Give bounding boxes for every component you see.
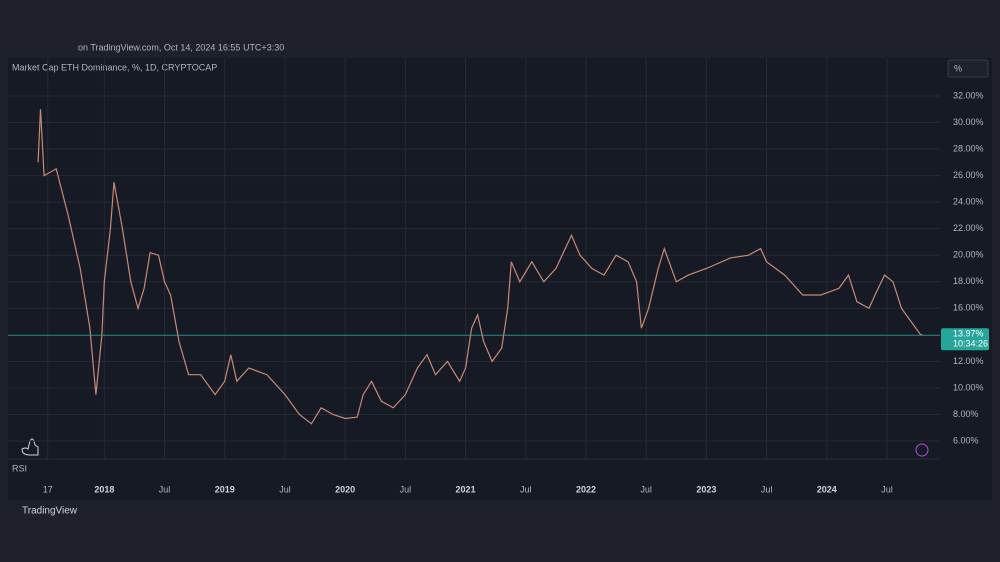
y-tick-label: 26.00% [953, 170, 984, 180]
x-tick-label: Jul [761, 484, 773, 494]
y-tick-label: 28.00% [953, 143, 984, 153]
price-line-series [37, 109, 924, 425]
plot-panel [8, 58, 940, 478]
x-tick-label: 2021 [456, 484, 476, 494]
x-tick-label: Jul [640, 484, 652, 494]
price-scale [940, 58, 992, 478]
x-tick-label: 2022 [576, 484, 596, 494]
plot: 6.00%8.00%10.00%12.00%14.00%16.00%18.00%… [8, 58, 989, 494]
y-tick-label: 24.00% [953, 197, 984, 207]
y-tick-label: 20.00% [953, 250, 984, 260]
x-tick-label: 17 [43, 484, 53, 494]
last-price-badge [941, 328, 989, 351]
alert-icon[interactable] [915, 443, 929, 457]
y-tick-label: 12.00% [953, 356, 984, 366]
x-tick-label: 2024 [817, 484, 837, 494]
x-tick-label: Jul [520, 484, 532, 494]
indicator-label: RSI [12, 463, 27, 473]
y-tick-label: 6.00% [953, 435, 979, 445]
chart-title: Market Cap ETH Dominance, %, 1D, CRYPTOC… [12, 62, 217, 72]
brand: TradingView [22, 506, 78, 517]
y-tick-label: 32.00% [953, 90, 984, 100]
y-tick-label: 18.00% [953, 276, 984, 286]
source-note: on TradingView.com, Oct 14, 2024 16:55 U… [78, 42, 284, 52]
y-tick-label: 10.00% [953, 382, 984, 392]
y-tick-label: 22.00% [953, 223, 984, 233]
x-tick-label: Jul [279, 484, 291, 494]
countdown: 10:34:26 [953, 339, 988, 349]
last-price-label: 13.97% [953, 329, 984, 339]
x-tick-label: 2020 [335, 484, 355, 494]
x-tick-label: Jul [881, 484, 893, 494]
scale-mode-button[interactable] [947, 59, 989, 78]
time-scale [8, 478, 992, 500]
x-tick-label: 2018 [94, 484, 114, 494]
x-tick-label: 2019 [215, 484, 235, 494]
y-tick-label: 8.00% [953, 409, 979, 419]
scale-mode[interactable]: % [954, 63, 962, 73]
x-tick-label: Jul [159, 484, 171, 494]
logo-icon [21, 438, 39, 456]
y-tick-label: 16.00% [953, 303, 984, 313]
x-tick-label: 2023 [696, 484, 716, 494]
x-tick-label: Jul [400, 484, 412, 494]
y-tick-label: 30.00% [953, 117, 984, 127]
